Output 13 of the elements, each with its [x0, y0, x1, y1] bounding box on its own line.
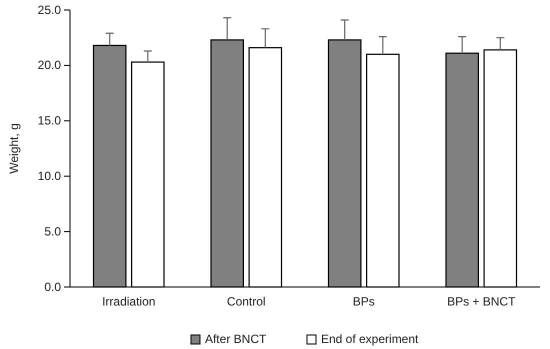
y-tick-label: 5.0	[44, 224, 62, 238]
x-tick-label: Irradiation	[102, 294, 156, 309]
y-tick-label: 20.0	[38, 58, 62, 72]
y-tick-label: 15.0	[38, 114, 62, 128]
x-tick-label: BPs + BNCT	[447, 294, 516, 309]
x-tick-label: BPs	[352, 294, 375, 309]
legend-label: After BNCT	[204, 332, 267, 346]
y-tick-label: 0.0	[44, 280, 62, 294]
y-axis-title: Weight, g	[7, 123, 21, 174]
y-tick-label: 25.0	[38, 2, 62, 17]
x-tick-label: Control	[226, 294, 266, 309]
y-tick-label: 10.0	[38, 169, 62, 184]
legend-label: End of experiment	[320, 332, 420, 346]
